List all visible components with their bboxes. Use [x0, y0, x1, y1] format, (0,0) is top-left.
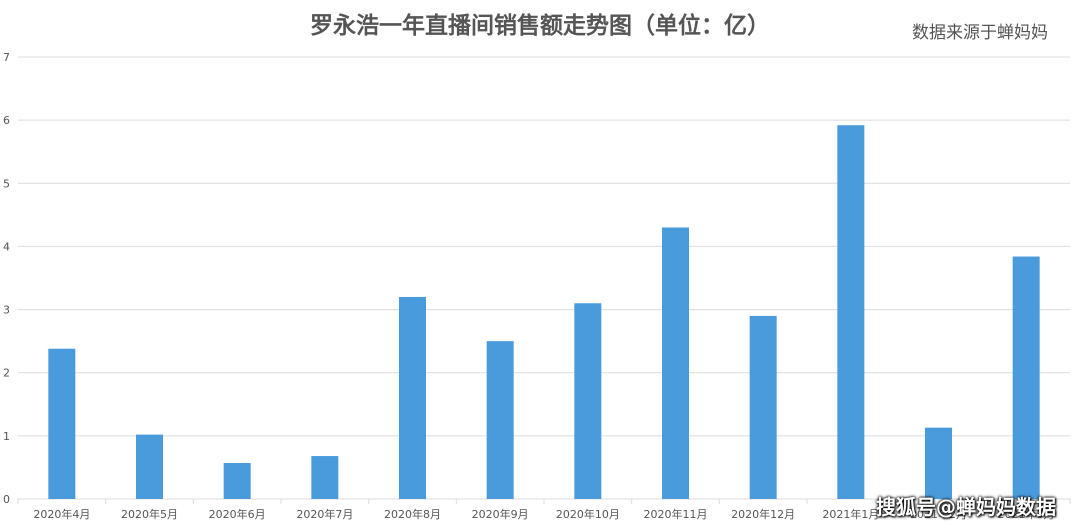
y-tick-label: 7 — [3, 51, 10, 64]
x-tick-label: 2021年3月 — [998, 507, 1055, 521]
x-tick-label: 2020年10月 — [556, 507, 620, 521]
bar — [837, 125, 865, 500]
y-tick-label: 5 — [3, 177, 10, 190]
y-tick-label: 0 — [3, 493, 10, 506]
bar — [1012, 256, 1040, 499]
y-tick-label: 3 — [3, 304, 10, 317]
y-tick-label: 6 — [3, 114, 10, 127]
y-axis-ticks: 0 1 2 3 4 5 6 7 — [3, 51, 10, 506]
y-tick-label: 4 — [3, 240, 10, 253]
x-tick-label: 2020年5月 — [121, 507, 178, 521]
bar — [662, 227, 689, 499]
bar — [486, 341, 514, 499]
y-tick-label: 2 — [3, 367, 10, 380]
x-tick-label: 2020年9月 — [472, 507, 529, 521]
bar — [399, 296, 426, 499]
x-tick-label: 2021年2月 — [910, 507, 967, 521]
chart-title: 罗永浩一年直播间销售额走势图（单位：亿） — [310, 13, 770, 39]
bar — [311, 456, 339, 499]
bars — [48, 125, 1040, 500]
bar — [749, 315, 777, 499]
x-tick-label: 2020年6月 — [209, 507, 266, 521]
x-tick-label: 2020年4月 — [33, 507, 90, 521]
bar — [48, 348, 76, 499]
x-tick-label: 2020年7月 — [296, 507, 353, 521]
watermark: 搜狐号@蝉妈妈数据 — [876, 495, 1056, 519]
x-tick-label: 2020年8月 — [384, 507, 441, 521]
x-tick-label: 2020年12月 — [731, 507, 795, 521]
x-axis-ticks: 2020年4月 2020年5月 2020年6月 2020年7月 2020年8月 2020年… — [17, 499, 1071, 521]
y-tick-label: 1 — [3, 430, 10, 443]
bar — [136, 434, 163, 499]
bar — [574, 303, 602, 499]
x-tick-label: 2020年11月 — [644, 507, 708, 521]
data-source-note: 数据来源于蝉妈妈 — [912, 23, 1048, 43]
bar — [925, 427, 952, 499]
x-tick-label: 2021年1月 — [822, 507, 879, 521]
bar — [223, 463, 251, 499]
gridlines — [18, 56, 1070, 500]
